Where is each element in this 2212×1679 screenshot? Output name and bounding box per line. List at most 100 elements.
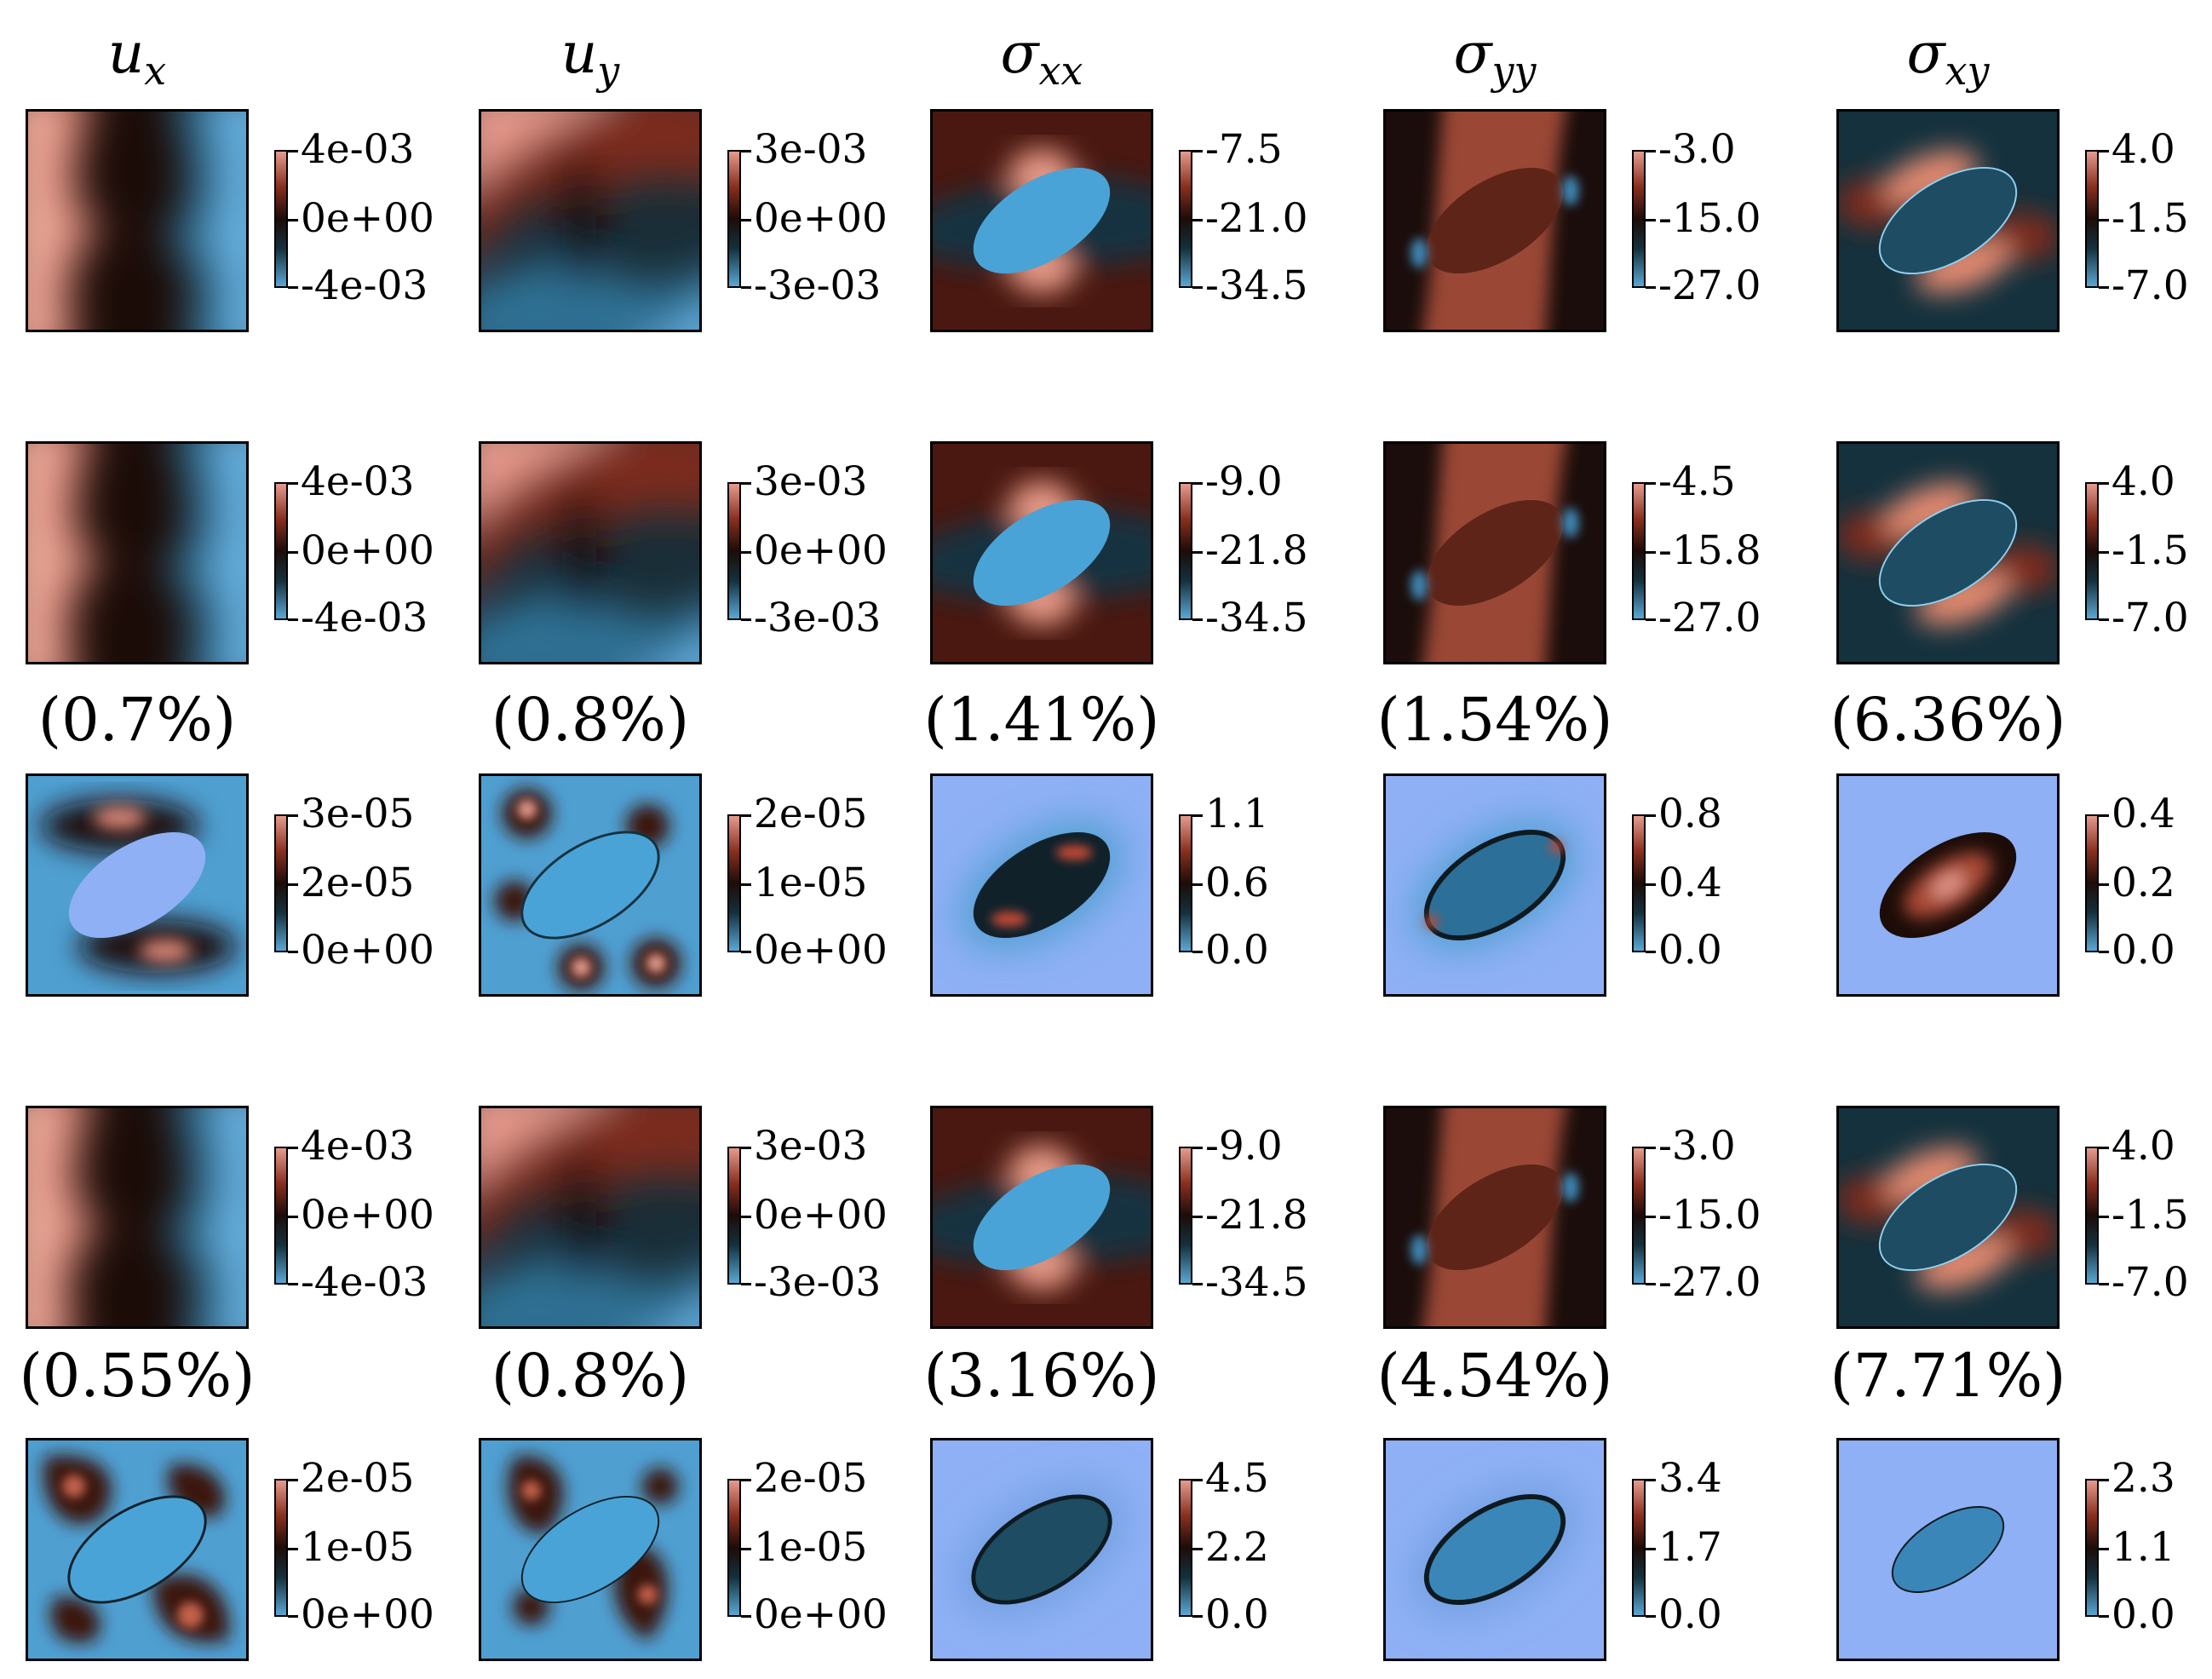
colorbar-tick (741, 1283, 751, 1285)
colorbar-tick-label: 0.4 (2111, 791, 2175, 837)
contour-panel-r5-c1 (26, 1438, 249, 1661)
colorbar-tick-label: -7.5 (1205, 126, 1283, 173)
colorbar-tick-label: -3e-03 (754, 595, 882, 641)
column-header-1: ux (0, 15, 290, 109)
colorbar-tick (288, 150, 298, 152)
column-header-subscript: xy (1945, 47, 1990, 94)
column-header-subscript: xx (1038, 47, 1083, 94)
contour-panel-r5-c3 (930, 1438, 1153, 1661)
colorbar-tick-label: 4e-03 (301, 126, 415, 173)
colorbar-tick-label: 0.0 (1658, 927, 1722, 974)
colorbar-r1-c1 (274, 150, 288, 288)
colorbar-tick (1192, 150, 1203, 152)
colorbar-tick (288, 219, 298, 221)
colorbar-tick-label: 2.2 (1205, 1524, 1269, 1571)
colorbar-r3-c5 (2085, 814, 2099, 952)
colorbar-tick-label: 0e+00 (301, 1591, 434, 1638)
colorbar-tick (741, 1548, 751, 1550)
column-header-symbol: σ (1453, 20, 1492, 86)
colorbar-tick (1192, 1147, 1203, 1149)
colorbar-tick (2099, 618, 2109, 621)
colorbar-tick (1646, 951, 1656, 953)
colorbar-tick (741, 219, 751, 221)
colorbar-tick (1192, 814, 1203, 817)
colorbar-r1-c3 (1179, 150, 1192, 288)
colorbar-tick-label: 0.0 (2111, 1591, 2175, 1638)
colorbar-tick-label: 4e-03 (301, 1123, 415, 1170)
colorbar-r5-c5 (2085, 1479, 2099, 1617)
colorbar-r5-c1 (274, 1479, 288, 1617)
colorbar-tick (288, 286, 298, 289)
colorbar-tick (1192, 1615, 1203, 1618)
colorbar-tick-label: -21.8 (1205, 1192, 1308, 1239)
colorbar-tick (288, 951, 298, 953)
colorbar-tick (741, 1147, 751, 1149)
colorbar-r1-c2 (727, 150, 741, 288)
colorbar-tick (1192, 1216, 1203, 1218)
column-header-subscript: y (597, 47, 620, 94)
colorbar-r4-c1 (274, 1147, 288, 1285)
error-percentage-label: (7.71%) (1830, 1341, 2066, 1411)
colorbar-tick-label: 0.4 (1658, 860, 1722, 906)
colorbar-tick (2099, 951, 2109, 953)
colorbar-tick-label: -34.5 (1205, 262, 1308, 309)
colorbar-r4-c5 (2085, 1147, 2099, 1285)
contour-panel-r4-c3 (930, 1106, 1153, 1329)
colorbar-tick (2099, 1147, 2109, 1149)
colorbar-tick-label: 0.0 (2111, 927, 2175, 974)
error-percentage-label: (3.16%) (923, 1341, 1160, 1411)
colorbar-tick (2099, 219, 2109, 221)
colorbar-tick (1646, 1479, 1656, 1481)
colorbar-tick (288, 814, 298, 817)
colorbar-tick-label: 2e-05 (301, 1455, 415, 1502)
colorbar-tick (2099, 1615, 2109, 1618)
contour-panel-r4-c5 (1836, 1106, 2060, 1329)
colorbar-tick-label: 4.0 (2111, 126, 2175, 173)
colorbar-tick-label: 0.8 (1658, 791, 1722, 837)
colorbar-tick-label: 4.0 (2111, 1123, 2175, 1170)
colorbar-tick-label: 1.1 (2111, 1524, 2175, 1571)
colorbar-r3-c3 (1179, 814, 1192, 952)
colorbar-tick (288, 1216, 298, 1218)
colorbar-tick (2099, 1479, 2109, 1481)
colorbar-tick (1192, 1548, 1203, 1550)
colorbar-r1-c4 (1632, 150, 1646, 288)
colorbar-tick-label: 1e-05 (754, 1524, 868, 1571)
contour-panel-r4-c1 (26, 1106, 249, 1329)
colorbar-tick-label: -1.5 (2111, 195, 2189, 242)
colorbar-tick (1646, 1147, 1656, 1149)
colorbar-r5-c3 (1179, 1479, 1192, 1617)
colorbar-tick-label: -27.0 (1658, 262, 1761, 309)
colorbar-r4-c2 (727, 1147, 741, 1285)
contour-panel-r2-c2 (479, 441, 702, 664)
contour-panel-r2-c3 (930, 441, 1153, 664)
colorbar-tick (1192, 883, 1203, 886)
colorbar-tick-label: 1.1 (1205, 791, 1269, 837)
colorbar-tick-label: 3e-03 (754, 1123, 868, 1170)
colorbar-tick (1192, 1283, 1203, 1285)
column-header-subscript: x (144, 47, 167, 94)
colorbar-tick (1646, 551, 1656, 554)
colorbar-tick-label: 4e-03 (301, 458, 415, 505)
colorbar-tick-label: -34.5 (1205, 595, 1308, 641)
colorbar-tick (1192, 618, 1203, 621)
colorbar-tick (288, 618, 298, 621)
contour-panel-r5-c2 (479, 1438, 702, 1661)
colorbar-tick (1646, 618, 1656, 621)
colorbar-tick (288, 482, 298, 485)
colorbar-tick-label: 4.5 (1205, 1455, 1269, 1502)
error-percentage-label: (4.54%) (1376, 1341, 1613, 1411)
colorbar-tick (1192, 286, 1203, 289)
colorbar-tick-label: 0.6 (1205, 860, 1269, 906)
colorbar-tick (1192, 551, 1203, 554)
contour-panel-r2-c1 (26, 441, 249, 664)
colorbar-tick-label: -21.0 (1205, 195, 1308, 242)
error-percentage-label: (1.41%) (923, 685, 1160, 755)
colorbar-tick-label: -27.0 (1658, 1259, 1761, 1306)
colorbar-tick-label: 3e-03 (754, 458, 868, 505)
colorbar-tick-label: 0e+00 (754, 1192, 888, 1239)
colorbar-tick-label: 0e+00 (754, 527, 888, 574)
colorbar-tick (1192, 951, 1203, 953)
colorbar-tick (741, 951, 751, 953)
colorbar-tick (1192, 1479, 1203, 1481)
